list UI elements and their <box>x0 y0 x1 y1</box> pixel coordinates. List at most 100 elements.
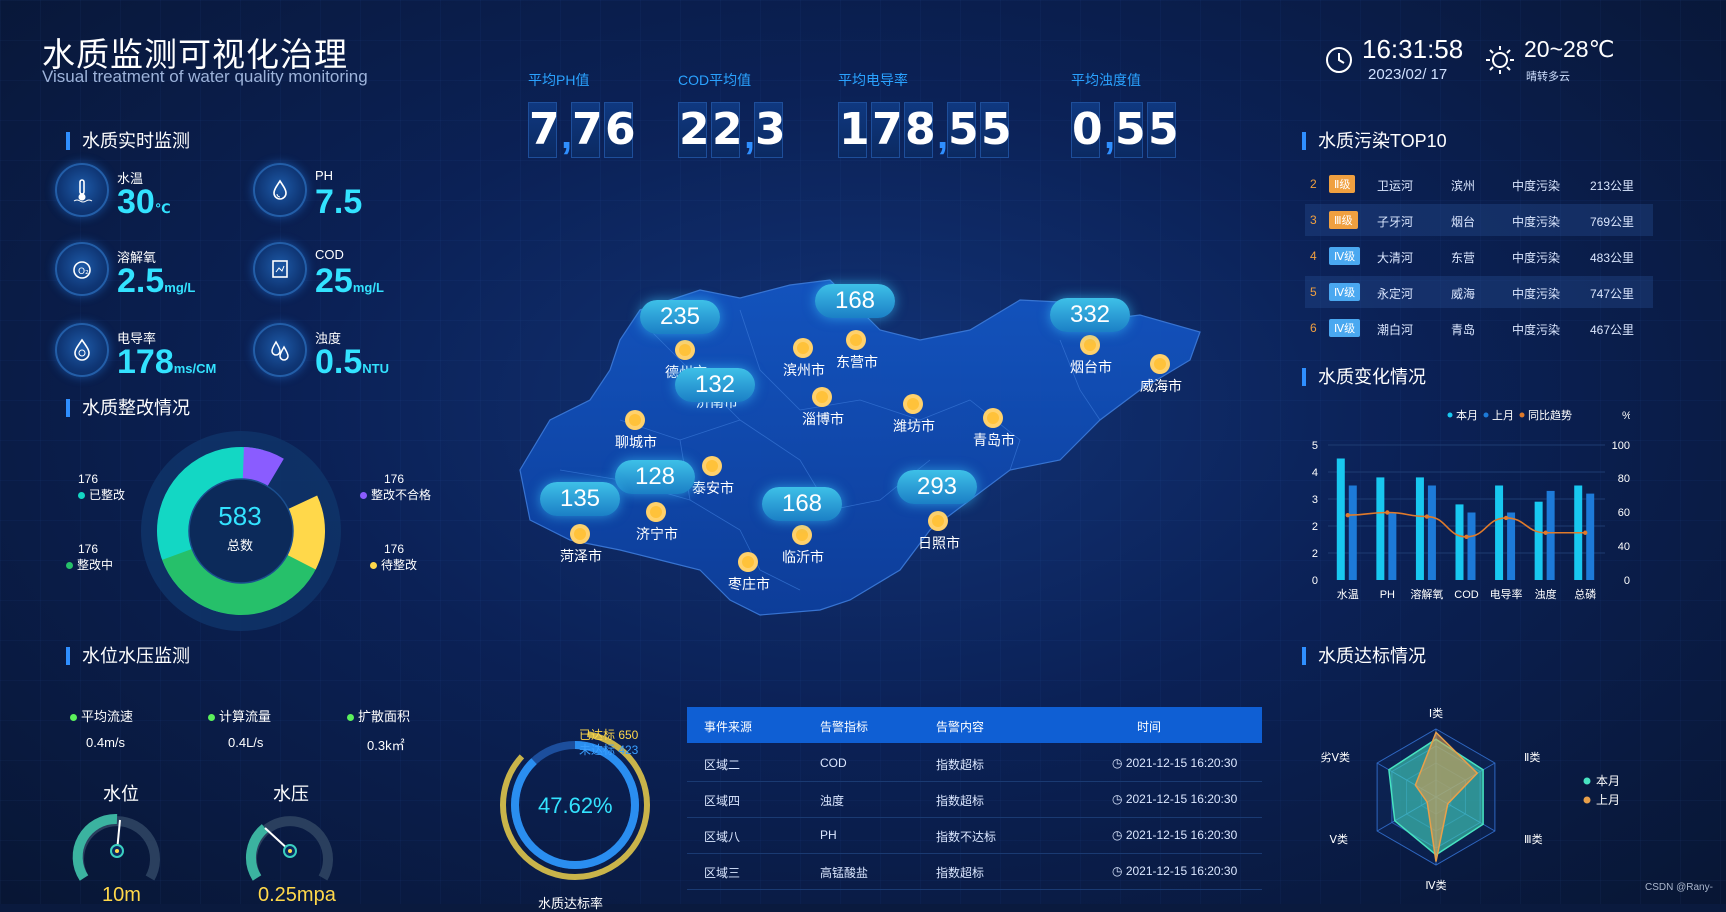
radar-indicator-label: Ⅰ类 <box>1429 706 1443 720</box>
metric-reading: 2.5mg/L <box>117 262 195 301</box>
top10-city: 青岛 <box>1451 323 1476 337</box>
digit-separator: , <box>1104 113 1116 157</box>
kpi-digits: 178,55 <box>838 102 1013 158</box>
city-value-bubble[interactable]: 135 <box>540 482 620 516</box>
legend-dot <box>1519 412 1525 418</box>
trend-point <box>1543 530 1548 535</box>
alarm-cell: 区域二 <box>704 758 741 772</box>
alarm-cell: 区域四 <box>704 794 741 808</box>
metric-reading: 0.5NTU <box>315 343 389 382</box>
unmet-label: 未达标 423 <box>579 743 639 757</box>
kpi-digits: 0,55 <box>1071 102 1180 158</box>
city-label: 聊城市 <box>615 434 657 450</box>
legend-ongoing-dot <box>66 562 73 570</box>
top10-degree: 中度污染 <box>1512 287 1561 301</box>
legend-done: 176 已整改 <box>78 472 125 503</box>
city-marker[interactable] <box>846 330 866 350</box>
top10-row[interactable]: 2 Ⅱ级 卫运河 滨州 中度污染 213公里 <box>1305 168 1653 200</box>
metric-value: 2.5 <box>117 262 165 300</box>
water-drop-icon <box>253 163 307 217</box>
city-value-bubble[interactable]: 293 <box>897 470 977 504</box>
bar-last-month <box>1388 512 1397 580</box>
bar-last-month <box>1427 485 1436 580</box>
kpi-label: 平均浊度值 <box>1071 72 1141 88</box>
city-marker[interactable] <box>928 511 948 531</box>
stat-dot <box>347 714 354 722</box>
stat-avg-flow-speed: 平均流速 0.4m/s <box>70 706 133 750</box>
city-marker[interactable] <box>625 410 645 430</box>
y-tick-label: 4 <box>1312 467 1318 479</box>
trend-point <box>1583 530 1588 535</box>
gauge-water-level-value: 10m <box>102 884 141 906</box>
bar-this-month <box>1376 477 1385 580</box>
alarm-row[interactable]: 区域四 浊度 指数超标 ◷ 2021-12-15 16:20:30 <box>687 781 1262 818</box>
y2-tick-label: 100 <box>1612 440 1630 452</box>
digit-cell: 5 <box>980 102 1012 158</box>
alarm-row[interactable]: 区域八 PH 指数不达标 ◷ 2021-12-15 16:20:30 <box>687 817 1262 854</box>
city-marker[interactable] <box>903 394 923 414</box>
city-marker[interactable] <box>792 525 812 545</box>
legend-ongoing-label: 整改中 <box>77 558 114 572</box>
top10-row[interactable]: 5 Ⅳ级 永定河 威海 中度污染 747公里 <box>1305 276 1653 308</box>
metric-unit: mg/L <box>164 280 196 295</box>
city-marker[interactable] <box>738 552 758 572</box>
city-marker[interactable] <box>1080 335 1100 355</box>
alarm-row[interactable]: 区域二 COD 指数超标 ◷ 2021-12-15 16:20:30 <box>687 745 1262 782</box>
top10-row[interactable]: 6 Ⅳ级 潮白河 青岛 中度污染 467公里 <box>1305 312 1653 344</box>
alarm-time: ◷ 2021-12-15 16:20:30 <box>1112 756 1237 770</box>
city-marker[interactable] <box>812 387 832 407</box>
weather-text: 晴转多云 <box>1526 71 1570 83</box>
city-value-bubble[interactable]: 128 <box>615 460 695 494</box>
top10-length: 769公里 <box>1590 215 1635 229</box>
legend-failed-label: 整改不合格 <box>371 488 432 502</box>
y-tick-label: 2 <box>1312 548 1318 560</box>
stat-diffusion-area: 扩散面积 0.3k㎡ <box>347 706 410 754</box>
metric-unit: NTU <box>362 361 389 376</box>
city-marker[interactable] <box>793 338 813 358</box>
col-source: 事件来源 <box>704 720 753 734</box>
city-marker[interactable] <box>675 340 695 360</box>
top10-river: 永定河 <box>1377 287 1414 301</box>
city-marker[interactable] <box>983 408 1003 428</box>
top10-level: Ⅳ级 <box>1329 247 1361 265</box>
top10-row[interactable]: 4 Ⅳ级 大清河 东营 中度污染 483公里 <box>1305 240 1653 272</box>
flask-icon <box>253 242 307 296</box>
top10-rank: 5 <box>1310 285 1317 299</box>
city-label: 济宁市 <box>636 526 678 542</box>
radar-series-area <box>1414 731 1479 862</box>
clock-icon: ◷ <box>1112 792 1126 806</box>
top10-length: 747公里 <box>1590 287 1635 301</box>
top10-city: 滨州 <box>1451 179 1476 193</box>
alarm-time: ◷ 2021-12-15 16:20:30 <box>1112 828 1237 842</box>
stat-label: 计算流量 <box>219 709 272 724</box>
city-marker[interactable] <box>646 502 666 522</box>
kpi-digits: 7,76 <box>528 102 637 158</box>
metric-unit: mg/L <box>352 280 384 295</box>
x-tick-label: 电导率 <box>1490 587 1523 601</box>
trend-point <box>1464 534 1469 539</box>
city-value-bubble[interactable]: 168 <box>815 284 895 318</box>
trend-point <box>1424 514 1430 519</box>
kpi-label: COD平均值 <box>678 72 752 88</box>
kpi-label: 平均PH值 <box>528 72 590 88</box>
y-tick-label: 5 <box>1312 440 1318 452</box>
col-content: 告警内容 <box>936 720 985 734</box>
bar-this-month <box>1415 477 1424 580</box>
city-marker[interactable] <box>702 456 722 476</box>
city-value-bubble[interactable]: 132 <box>675 368 755 402</box>
city-value-bubble[interactable]: 235 <box>640 300 720 334</box>
city-value-bubble[interactable]: 332 <box>1050 298 1130 332</box>
alarm-cell: 指数超标 <box>936 758 985 772</box>
alarm-row[interactable]: 区域三 高锰酸盐 指数超标 ◷ 2021-12-15 16:20:30 <box>687 853 1262 890</box>
city-marker[interactable] <box>1150 354 1170 374</box>
watermark: CSDN @Rany- <box>1645 882 1713 893</box>
city-marker[interactable] <box>570 524 590 544</box>
top10-rank: 4 <box>1310 249 1317 263</box>
top10-city: 烟台 <box>1451 215 1476 229</box>
bar-this-month <box>1336 458 1345 580</box>
city-value-bubble[interactable]: 168 <box>762 487 842 521</box>
top10-row[interactable]: 3 Ⅲ级 子牙河 烟台 中度污染 769公里 <box>1305 204 1653 236</box>
alarm-time-text: 2021-12-15 16:20:30 <box>1125 828 1238 842</box>
clock-icon: ◷ <box>1112 756 1126 770</box>
radar-indicator-label: Ⅲ类 <box>1524 832 1543 846</box>
